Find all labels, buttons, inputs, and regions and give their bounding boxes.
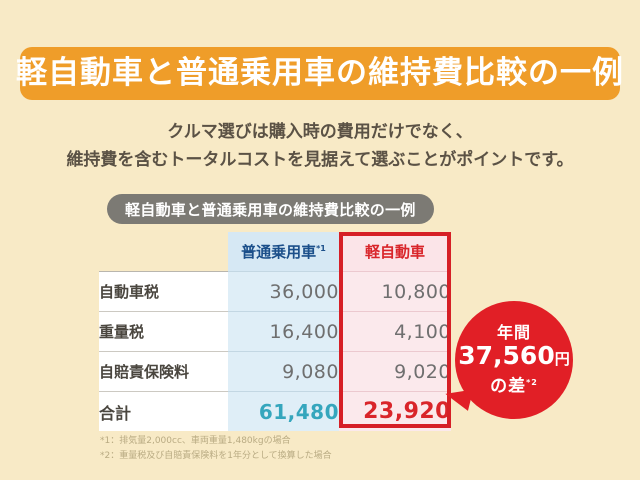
table-row: 合計 61,480 23,920 [99,391,451,431]
bubble-amount-value: 37,560 [458,340,555,370]
footnote-2: *2：重量税及び自賠責保険料を1年分として換算した場合 [100,451,332,461]
cell-normal-liability-insurance: 9,080 [228,351,339,392]
savings-callout-bubble: 年間 37,560円 の差*2 [455,301,573,419]
table-row: 自賠責保険料 9,080 9,020 [99,351,451,392]
cell-normal-automobile-tax: 36,000 [228,271,339,312]
row-label-total: 合計 [99,391,228,431]
bubble-difference-label: の差*2 [490,373,538,397]
cell-kei-weight-tax: 4,100 [339,311,451,352]
cell-kei-total: 23,920 [339,391,451,431]
cell-normal-weight-tax: 16,400 [228,311,339,352]
bubble-period-label: 年間 [496,322,531,342]
subtitle: クルマ選びは購入時の費用だけでなく、 維持費を含むトータルコストを見据えて選ぶこ… [0,118,640,174]
table-corner-cell [99,232,228,272]
bubble-footnote-marker: *2 [526,377,538,387]
column-header-normal-car-label: 普通乗用車 [241,243,317,261]
row-label-automobile-tax: 自動車税 [99,271,228,312]
column-header-kei-car-label: 軽自動車 [364,243,425,261]
column-header-normal-car-footnote: *1 [316,244,326,253]
bubble-currency: 円 [554,349,570,368]
table-heading-label: 軽自動車と普通乗用車の維持費比較の一例 [125,200,416,219]
table-header-row: 普通乗用車*1 軽自動車 [99,232,451,272]
header-banner-title: 軽自動車と普通乗用車の維持費比較の一例 [16,55,624,91]
row-label-liability-insurance: 自賠責保険料 [99,351,228,392]
row-label-weight-tax: 重量税 [99,311,228,352]
table-row: 重量税 16,400 4,100 [99,311,451,352]
subtitle-line-2: 維持費を含むトータルコストを見据えて選ぶことがポイントです。 [66,150,574,170]
cell-kei-automobile-tax: 10,800 [339,271,451,312]
cell-kei-liability-insurance: 9,020 [339,351,451,392]
table-heading-pill: 軽自動車と普通乗用車の維持費比較の一例 [107,194,434,224]
bubble-amount: 37,560円 [458,340,570,373]
cost-comparison-table: 普通乗用車*1 軽自動車 自動車税 36,000 10,800 重量税 16,4… [99,232,451,431]
subtitle-line-1: クルマ選びは購入時の費用だけでなく、 [167,122,473,142]
header-banner: 軽自動車と普通乗用車の維持費比較の一例 [16,47,623,100]
bubble-difference-text: の差 [490,376,527,397]
footnotes: *1：排気量2,000cc、車両重量1,480kgの場合 *2：重量税及び自賠責… [100,434,332,464]
column-header-normal-car: 普通乗用車*1 [228,232,339,272]
cell-normal-total: 61,480 [228,391,339,431]
table-row: 自動車税 36,000 10,800 [99,271,451,312]
footnote-1: *1：排気量2,000cc、車両重量1,480kgの場合 [100,436,291,446]
column-header-kei-car: 軽自動車 [339,232,451,272]
